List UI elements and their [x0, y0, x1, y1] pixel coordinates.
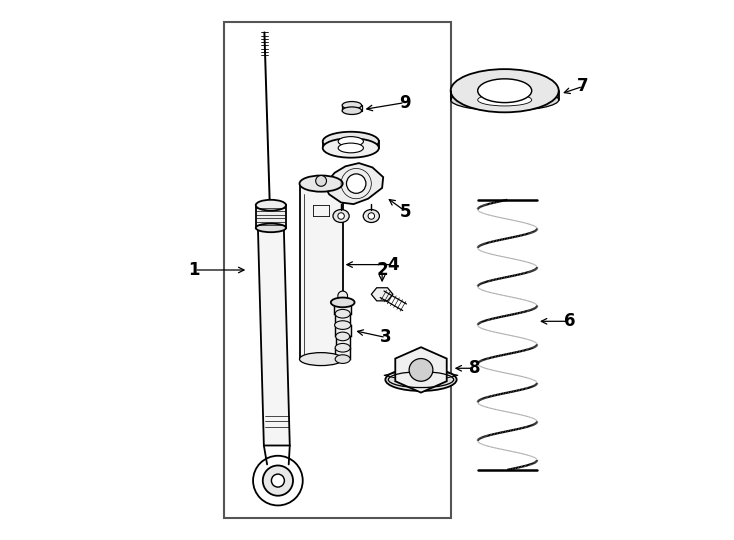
Bar	[335, 314, 350, 325]
Bar	[335, 325, 351, 336]
Ellipse shape	[299, 353, 343, 366]
Text: 4: 4	[387, 255, 399, 274]
Ellipse shape	[331, 298, 355, 307]
Bar	[451, 91, 559, 100]
Ellipse shape	[323, 138, 379, 158]
Ellipse shape	[451, 69, 559, 112]
Circle shape	[346, 174, 366, 193]
Polygon shape	[371, 288, 393, 301]
Ellipse shape	[385, 368, 457, 391]
Bar	[342, 105, 362, 111]
Text: 3: 3	[380, 328, 392, 347]
Ellipse shape	[299, 176, 343, 192]
Ellipse shape	[255, 224, 286, 232]
Ellipse shape	[323, 132, 379, 151]
Ellipse shape	[342, 107, 362, 114]
Ellipse shape	[478, 94, 531, 106]
Ellipse shape	[335, 343, 350, 352]
Ellipse shape	[451, 89, 559, 111]
Ellipse shape	[338, 143, 363, 153]
Ellipse shape	[335, 309, 350, 318]
Text: 6: 6	[564, 312, 575, 330]
Text: 9: 9	[399, 93, 410, 112]
Bar	[335, 336, 349, 348]
Polygon shape	[258, 228, 290, 446]
Bar	[299, 184, 343, 359]
Ellipse shape	[255, 200, 286, 211]
Ellipse shape	[338, 137, 363, 146]
Text: 8: 8	[469, 359, 481, 377]
Circle shape	[338, 291, 348, 301]
Ellipse shape	[335, 355, 350, 363]
Bar	[323, 141, 379, 148]
Bar	[255, 205, 286, 228]
Polygon shape	[396, 347, 447, 393]
Bar	[224, 22, 451, 518]
Bar	[334, 302, 352, 314]
Text: 2: 2	[377, 261, 388, 279]
Ellipse shape	[342, 102, 362, 109]
Circle shape	[316, 176, 327, 186]
Polygon shape	[325, 163, 383, 204]
Ellipse shape	[333, 210, 349, 222]
Circle shape	[253, 456, 302, 505]
Bar	[335, 348, 350, 359]
Ellipse shape	[363, 210, 379, 222]
Ellipse shape	[335, 332, 349, 341]
Circle shape	[263, 465, 293, 496]
Ellipse shape	[335, 321, 351, 329]
Ellipse shape	[478, 79, 531, 103]
Circle shape	[272, 474, 284, 487]
Text: 5: 5	[400, 202, 412, 221]
Ellipse shape	[409, 359, 433, 381]
Text: 7: 7	[577, 77, 589, 96]
Circle shape	[338, 213, 344, 219]
Circle shape	[368, 213, 374, 219]
Ellipse shape	[334, 298, 352, 307]
Text: 1: 1	[189, 261, 200, 279]
